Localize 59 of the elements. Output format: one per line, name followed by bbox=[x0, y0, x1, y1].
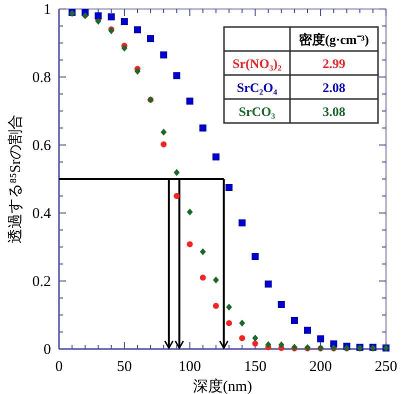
text: SrCO₃ bbox=[238, 104, 276, 119]
y-tick-label: 0.8 bbox=[32, 70, 51, 86]
point bbox=[226, 184, 233, 191]
point bbox=[174, 169, 180, 176]
point bbox=[290, 316, 298, 324]
point bbox=[200, 248, 206, 256]
point bbox=[238, 219, 246, 226]
y-tick-label: 1 bbox=[44, 2, 51, 18]
point bbox=[264, 280, 272, 288]
y-tick-label: 0.2 bbox=[32, 274, 51, 290]
point bbox=[239, 320, 246, 327]
point bbox=[186, 241, 193, 248]
point bbox=[199, 124, 206, 132]
point bbox=[212, 153, 220, 160]
x-tick-label: 250 bbox=[374, 359, 398, 375]
point bbox=[174, 193, 180, 199]
point bbox=[160, 128, 167, 136]
point bbox=[134, 26, 141, 34]
annotation: 2.08 bbox=[322, 80, 346, 95]
point bbox=[226, 320, 232, 326]
point bbox=[160, 51, 168, 58]
y-tick-label: 0.6 bbox=[32, 138, 52, 154]
point bbox=[304, 326, 312, 334]
point bbox=[278, 341, 284, 348]
point bbox=[252, 340, 258, 347]
point bbox=[120, 18, 128, 26]
y-tick-label: 0 bbox=[44, 342, 51, 358]
point bbox=[121, 44, 128, 52]
legend-title: 密度(g·cm⁻³) bbox=[299, 32, 369, 47]
text: Sr(NO₃)₂ bbox=[232, 56, 282, 71]
point bbox=[239, 335, 246, 342]
x-tick-label: 100 bbox=[178, 359, 202, 375]
y-tick-label: 0.4 bbox=[32, 206, 52, 222]
point bbox=[108, 13, 115, 20]
x-axis-title: 深度(nm) bbox=[192, 378, 252, 394]
point bbox=[252, 334, 258, 342]
point bbox=[160, 141, 167, 148]
point bbox=[94, 12, 102, 20]
point bbox=[173, 72, 180, 80]
point bbox=[186, 98, 194, 105]
annotation: 2.99 bbox=[322, 56, 346, 71]
point bbox=[200, 274, 206, 281]
point bbox=[252, 253, 259, 260]
point bbox=[317, 335, 324, 342]
x-tick-label: 200 bbox=[309, 359, 332, 375]
annotation: 3.08 bbox=[322, 104, 346, 119]
point bbox=[212, 302, 219, 309]
x-tick-label: 50 bbox=[116, 359, 132, 375]
point bbox=[147, 35, 154, 42]
point bbox=[265, 341, 272, 348]
point bbox=[186, 208, 193, 216]
x-tick-label: 0 bbox=[55, 359, 63, 375]
point bbox=[134, 68, 140, 75]
point bbox=[226, 304, 232, 311]
point bbox=[278, 300, 285, 308]
y-axis-title: 透過する⁸⁵Srの割合 bbox=[7, 114, 24, 244]
x-tick-label: 150 bbox=[244, 359, 266, 375]
text: SrC₂O₄ bbox=[236, 80, 278, 95]
point bbox=[212, 276, 219, 284]
